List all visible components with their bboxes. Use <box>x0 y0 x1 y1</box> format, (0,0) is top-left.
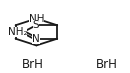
Text: NH: NH <box>29 14 44 24</box>
Text: N: N <box>32 34 40 44</box>
Text: BrH: BrH <box>96 58 118 71</box>
Text: S: S <box>33 20 39 30</box>
Text: BrH: BrH <box>22 58 43 71</box>
Text: NH₂: NH₂ <box>8 27 27 37</box>
